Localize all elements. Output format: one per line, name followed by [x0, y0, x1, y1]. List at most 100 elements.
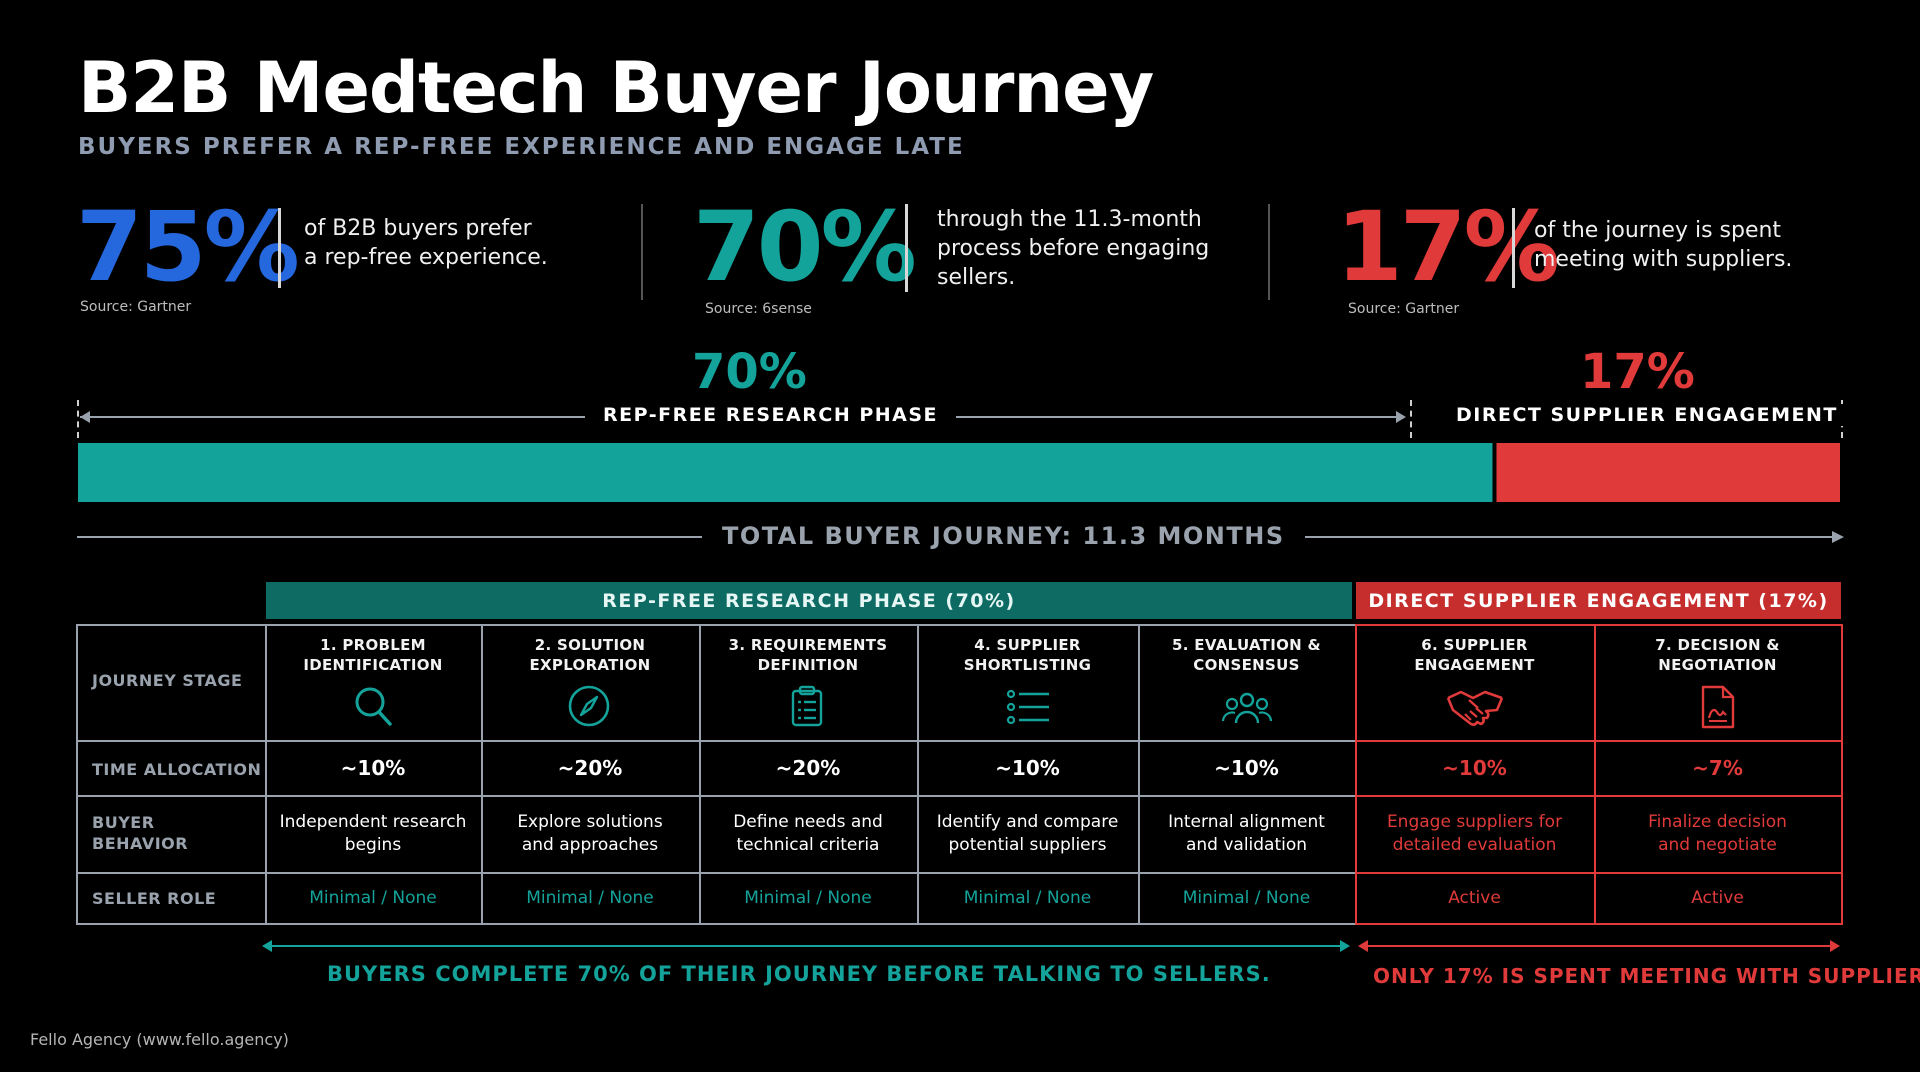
arrow-right-icon — [1396, 411, 1406, 423]
table-phase-header-supplier: DIRECT SUPPLIER ENGAGEMENT (17%) — [1356, 582, 1841, 619]
stat-source-2: Source: 6sense — [705, 301, 812, 317]
seller-role-text: Minimal / None — [526, 887, 654, 908]
credit-text: Fello Agency (www.fello.agency) — [30, 1030, 289, 1049]
stat-text-2: through the 11.3-month process before en… — [937, 205, 1209, 292]
page-subtitle: BUYERS PREFER A REP-FREE EXPERIENCE AND … — [78, 134, 965, 160]
page-title: B2B Medtech Buyer Journey — [78, 47, 1154, 129]
bar-segment-rep-free — [78, 443, 1493, 502]
compass-icon — [568, 685, 610, 727]
stat-value-3: 17% — [1336, 191, 1560, 303]
seller-role-text: Active — [1691, 887, 1744, 908]
clipboard-icon — [791, 685, 823, 727]
table-row-divider — [76, 872, 1355, 874]
journey-stage-name: 4. SUPPLIER SHORTLISTING — [963, 636, 1092, 674]
phase-label-rep-free: REP-FREE RESEARCH PHASE — [585, 404, 957, 426]
team-icon — [1221, 692, 1272, 724]
phase-percent-rep-free: 70% — [692, 344, 807, 400]
buyer-behavior-text: Identify and compare potential suppliers — [936, 811, 1119, 855]
arrow-left-icon — [80, 411, 90, 423]
table-column-divider — [481, 624, 483, 925]
stat-value-2: 70% — [693, 191, 917, 303]
arrow-right-icon — [1832, 531, 1844, 543]
phase-boundary-marker — [1410, 400, 1412, 438]
row-label-seller-role: SELLER ROLE — [92, 889, 217, 908]
stat-divider — [905, 204, 908, 292]
arrow-left-icon — [262, 940, 272, 952]
stat-text-line: process before engaging — [937, 236, 1210, 261]
stat-separator — [1268, 204, 1270, 300]
table-row-divider — [1355, 624, 1843, 626]
buyer-behavior-text: Independent research begins — [279, 811, 467, 855]
table-row-divider — [1355, 795, 1843, 797]
time-allocation-value: ~10% — [1442, 755, 1507, 780]
phase-label-supplier: DIRECT SUPPLIER ENGAGEMENT — [1438, 404, 1856, 426]
arrow-right-icon — [1830, 940, 1840, 952]
table-column-divider — [76, 624, 78, 925]
stat-text-line: of B2B buyers prefer — [304, 216, 532, 241]
stat-divider — [1512, 208, 1515, 288]
time-allocation-value: ~10% — [995, 755, 1060, 780]
arrow-right-icon — [1340, 940, 1350, 952]
chart-title: TOTAL BUYER JOURNEY: 11.3 MONTHS — [702, 522, 1305, 550]
bar-segment-supplier — [1496, 443, 1840, 502]
row-label-buyer-behavior: BUYER BEHAVIOR — [92, 813, 189, 853]
handshake-icon — [1446, 690, 1503, 726]
phase-percent-supplier: 17% — [1580, 344, 1695, 400]
stat-text-line: sellers. — [937, 265, 1016, 290]
stat-text-line: through the 11.3-month — [937, 207, 1202, 232]
stat-source-1: Source: Gartner — [80, 299, 192, 315]
row-label-time-allocation: TIME ALLOCATION — [92, 760, 262, 779]
table-column-divider — [1594, 624, 1596, 925]
footer-message-supplier: ONLY 17% IS SPENT MEETING WITH SUPPLIERS… — [1373, 964, 1920, 988]
stat-separator — [641, 204, 643, 300]
table-row-divider — [1355, 872, 1843, 874]
seller-role-text: Minimal / None — [309, 887, 437, 908]
stat-text-1: of B2B buyers prefer a rep-free experien… — [304, 214, 548, 272]
stat-value-1: 75% — [76, 191, 300, 303]
journey-stage-name: 7. DECISION & NEGOTIATION — [1655, 636, 1780, 674]
journey-stage-name: 1. PROBLEM IDENTIFICATION — [303, 636, 443, 674]
table-column-divider — [1841, 624, 1843, 925]
supplier-footer-line — [1360, 945, 1836, 947]
stat-divider — [278, 208, 281, 288]
seller-role-text: Minimal / None — [963, 887, 1092, 908]
time-allocation-value: ~10% — [1214, 755, 1279, 780]
time-allocation-value: ~10% — [340, 755, 406, 780]
buyer-behavior-text: Explore solutions and approaches — [517, 811, 663, 855]
stat-text-line: of the journey is spent — [1534, 218, 1782, 243]
seller-role-text: Active — [1448, 887, 1501, 908]
time-allocation-value: ~20% — [557, 755, 623, 780]
table-row-divider — [1355, 923, 1843, 925]
journey-stage-name: 2. SOLUTION EXPLORATION — [529, 636, 651, 674]
seller-role-text: Minimal / None — [1182, 887, 1311, 908]
buyer-behavior-text: Define needs and technical criteria — [733, 811, 883, 855]
seller-role-text: Minimal / None — [744, 887, 872, 908]
footer-message-rep-free: BUYERS COMPLETE 70% OF THEIR JOURNEY BEF… — [327, 962, 1271, 986]
table-row-divider — [76, 795, 1355, 797]
table-row-divider — [76, 923, 1355, 925]
table-column-divider — [1138, 624, 1140, 925]
buyer-behavior-text: Internal alignment and validation — [1168, 811, 1325, 855]
stat-text-line: a rep-free experience. — [304, 245, 548, 270]
journey-stage-name: 3. REQUIREMENTS DEFINITION — [728, 636, 888, 674]
table-row-divider — [76, 624, 1355, 626]
stat-text-3: of the journey is spent meeting with sup… — [1534, 216, 1792, 274]
arrow-left-icon — [1358, 940, 1368, 952]
row-label-journey-stage: JOURNEY STAGE — [92, 671, 243, 690]
time-allocation-value: ~7% — [1692, 755, 1743, 780]
stat-text-line: meeting with suppliers. — [1534, 247, 1793, 272]
table-row-divider — [76, 740, 1355, 742]
rep-free-footer-line — [264, 945, 1346, 947]
table-column-divider — [265, 624, 267, 925]
journey-stage-name: 6. SUPPLIER ENGAGEMENT — [1414, 636, 1535, 674]
magnifier-icon — [355, 687, 392, 726]
buyer-behavior-text: Engage suppliers for detailed evaluation — [1386, 811, 1563, 855]
signed-document-icon — [1701, 685, 1734, 729]
table-column-divider — [699, 624, 701, 925]
journey-stage-name: 5. EVALUATION & CONSENSUS — [1172, 636, 1321, 674]
stat-source-3: Source: Gartner — [1348, 301, 1460, 317]
buyer-behavior-text: Finalize decision and negotiate — [1648, 811, 1787, 855]
table-row-divider — [1355, 740, 1843, 742]
